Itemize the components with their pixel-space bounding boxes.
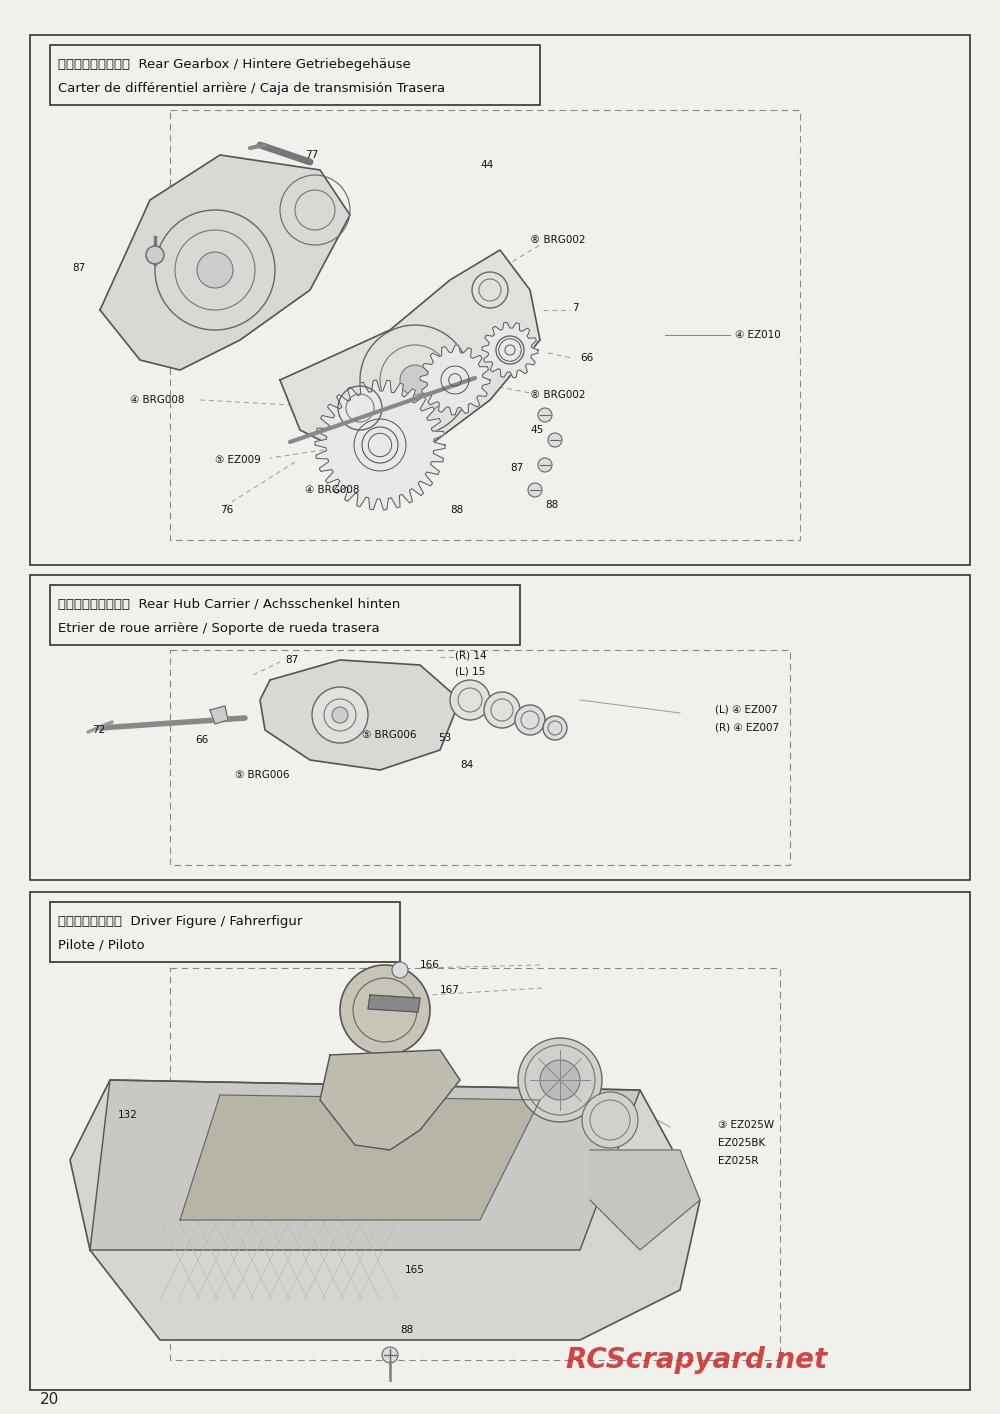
Bar	[30, 35, 970, 566]
Bar	[50, 585, 520, 645]
Text: ® BRG002: ® BRG002	[530, 235, 586, 245]
Text: 166: 166	[420, 960, 440, 970]
Text: 53: 53	[438, 732, 451, 742]
Circle shape	[340, 964, 430, 1055]
Text: 84: 84	[460, 759, 473, 771]
Text: ® BRG002: ® BRG002	[530, 390, 586, 400]
Circle shape	[312, 687, 368, 742]
Text: 87: 87	[72, 263, 85, 273]
Circle shape	[540, 1060, 580, 1100]
Circle shape	[528, 484, 542, 496]
Polygon shape	[368, 995, 420, 1012]
Text: Carter de différentiel arrière / Caja de transmisión Trasera: Carter de différentiel arrière / Caja de…	[58, 82, 445, 95]
Polygon shape	[590, 1150, 700, 1250]
Circle shape	[146, 246, 164, 264]
Circle shape	[543, 715, 567, 740]
Circle shape	[538, 458, 552, 472]
Text: (R) ④ EZ007: (R) ④ EZ007	[715, 723, 779, 732]
Circle shape	[450, 680, 490, 720]
Text: (L) 15: (L) 15	[455, 667, 485, 677]
Text: RCScrapyard.net: RCScrapyard.net	[565, 1346, 827, 1374]
Text: 44: 44	[480, 160, 493, 170]
Bar	[170, 110, 800, 540]
Text: ④ BRG008: ④ BRG008	[130, 395, 184, 404]
Text: リヤハブキャリア／  Rear Hub Carrier / Achsschenkel hinten: リヤハブキャリア／ Rear Hub Carrier / Achsschenke…	[58, 598, 400, 611]
Circle shape	[197, 252, 233, 288]
Text: 72: 72	[92, 725, 105, 735]
Circle shape	[392, 962, 408, 978]
Bar	[30, 575, 970, 880]
Polygon shape	[315, 380, 445, 510]
Bar	[50, 902, 400, 962]
Bar	[170, 969, 780, 1360]
Text: ④ BRG008: ④ BRG008	[305, 485, 360, 495]
Text: 77: 77	[305, 150, 318, 160]
Text: Etrier de roue arrière / Soporte de rueda trasera: Etrier de roue arrière / Soporte de rued…	[58, 622, 380, 635]
Circle shape	[518, 1038, 602, 1121]
Text: ⑤ EZ009: ⑤ EZ009	[215, 455, 261, 465]
Bar	[50, 45, 540, 105]
Text: 132: 132	[118, 1110, 138, 1120]
Text: 87: 87	[285, 655, 298, 665]
Text: (L) ④ EZ007: (L) ④ EZ007	[715, 706, 778, 715]
Text: リヤギヤボックス／  Rear Gearbox / Hintere Getriebegehäuse: リヤギヤボックス／ Rear Gearbox / Hintere Getrieb…	[58, 58, 411, 71]
Polygon shape	[260, 660, 460, 771]
Text: 76: 76	[220, 505, 233, 515]
Polygon shape	[420, 345, 490, 414]
Text: Pilote / Piloto: Pilote / Piloto	[58, 939, 145, 952]
Text: 167: 167	[440, 986, 460, 995]
Text: 45: 45	[530, 426, 543, 436]
Text: ③ EZ025W: ③ EZ025W	[718, 1120, 774, 1130]
Text: 87: 87	[510, 462, 523, 474]
Text: 165: 165	[405, 1266, 425, 1275]
Circle shape	[548, 433, 562, 447]
Bar	[30, 892, 970, 1390]
Text: EZ025R: EZ025R	[718, 1157, 759, 1167]
Text: ④ EZ010: ④ EZ010	[735, 329, 781, 339]
Text: 7: 7	[572, 303, 579, 312]
Text: 66: 66	[580, 354, 593, 363]
Circle shape	[515, 706, 545, 735]
Polygon shape	[180, 1094, 540, 1220]
Text: ⑤ BRG006: ⑤ BRG006	[362, 730, 416, 740]
Circle shape	[400, 365, 430, 395]
Circle shape	[582, 1092, 638, 1148]
Text: 20: 20	[40, 1393, 59, 1407]
Text: (R) 14: (R) 14	[455, 650, 487, 660]
Polygon shape	[210, 706, 228, 724]
Polygon shape	[482, 322, 538, 378]
Text: 88: 88	[545, 501, 558, 510]
Bar	[170, 650, 790, 865]
Polygon shape	[70, 1080, 700, 1340]
Polygon shape	[90, 1080, 640, 1250]
Text: 66: 66	[195, 735, 208, 745]
Text: ドライバー人形／  Driver Figure / Fahrerfigur: ドライバー人形／ Driver Figure / Fahrerfigur	[58, 915, 302, 928]
Text: ⑤ BRG006: ⑤ BRG006	[235, 771, 290, 781]
Circle shape	[382, 1348, 398, 1363]
Text: EZ025BK: EZ025BK	[718, 1138, 765, 1148]
Circle shape	[538, 409, 552, 421]
Circle shape	[332, 707, 348, 723]
Text: 88: 88	[450, 505, 463, 515]
Text: 88: 88	[400, 1325, 413, 1335]
Circle shape	[484, 691, 520, 728]
Polygon shape	[100, 156, 350, 370]
Polygon shape	[320, 1051, 460, 1150]
Polygon shape	[280, 250, 540, 460]
